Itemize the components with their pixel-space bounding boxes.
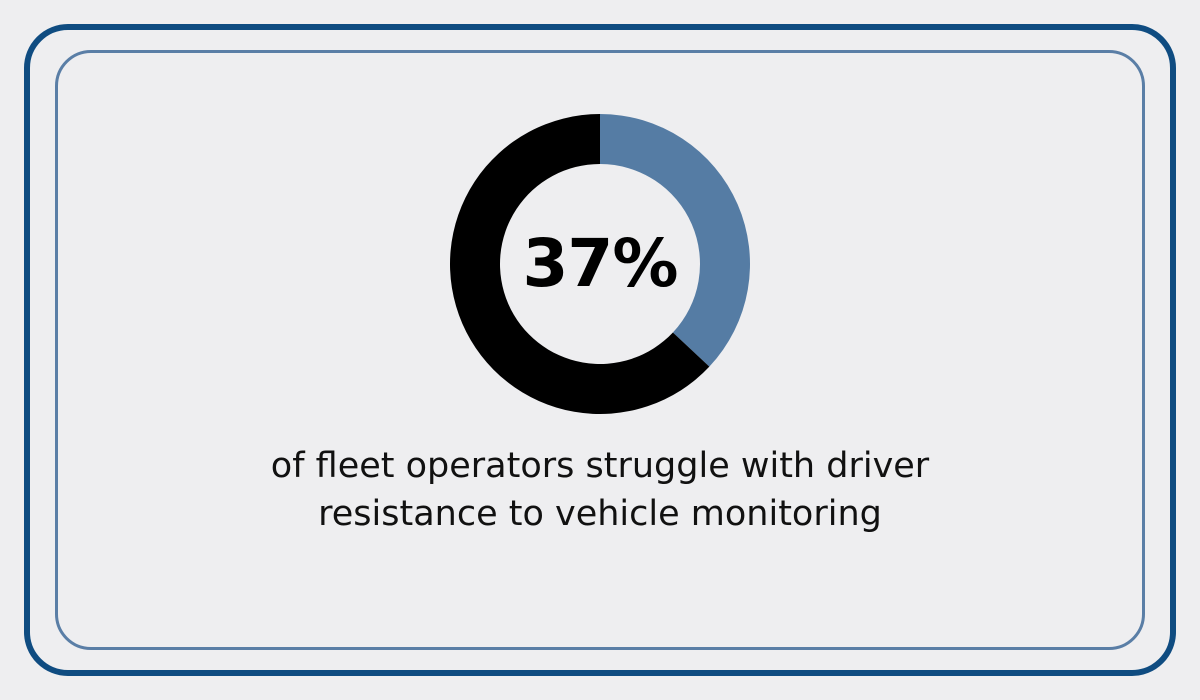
outer-frame — [24, 24, 1176, 676]
stat-caption: of fleet operators struggle with driver … — [270, 446, 930, 534]
donut-chart — [450, 114, 750, 414]
donut-slice-highlight — [600, 114, 750, 367]
percentage-label: 37% — [522, 225, 679, 302]
inner-frame — [55, 50, 1145, 650]
donut-slice-remainder — [450, 114, 710, 414]
